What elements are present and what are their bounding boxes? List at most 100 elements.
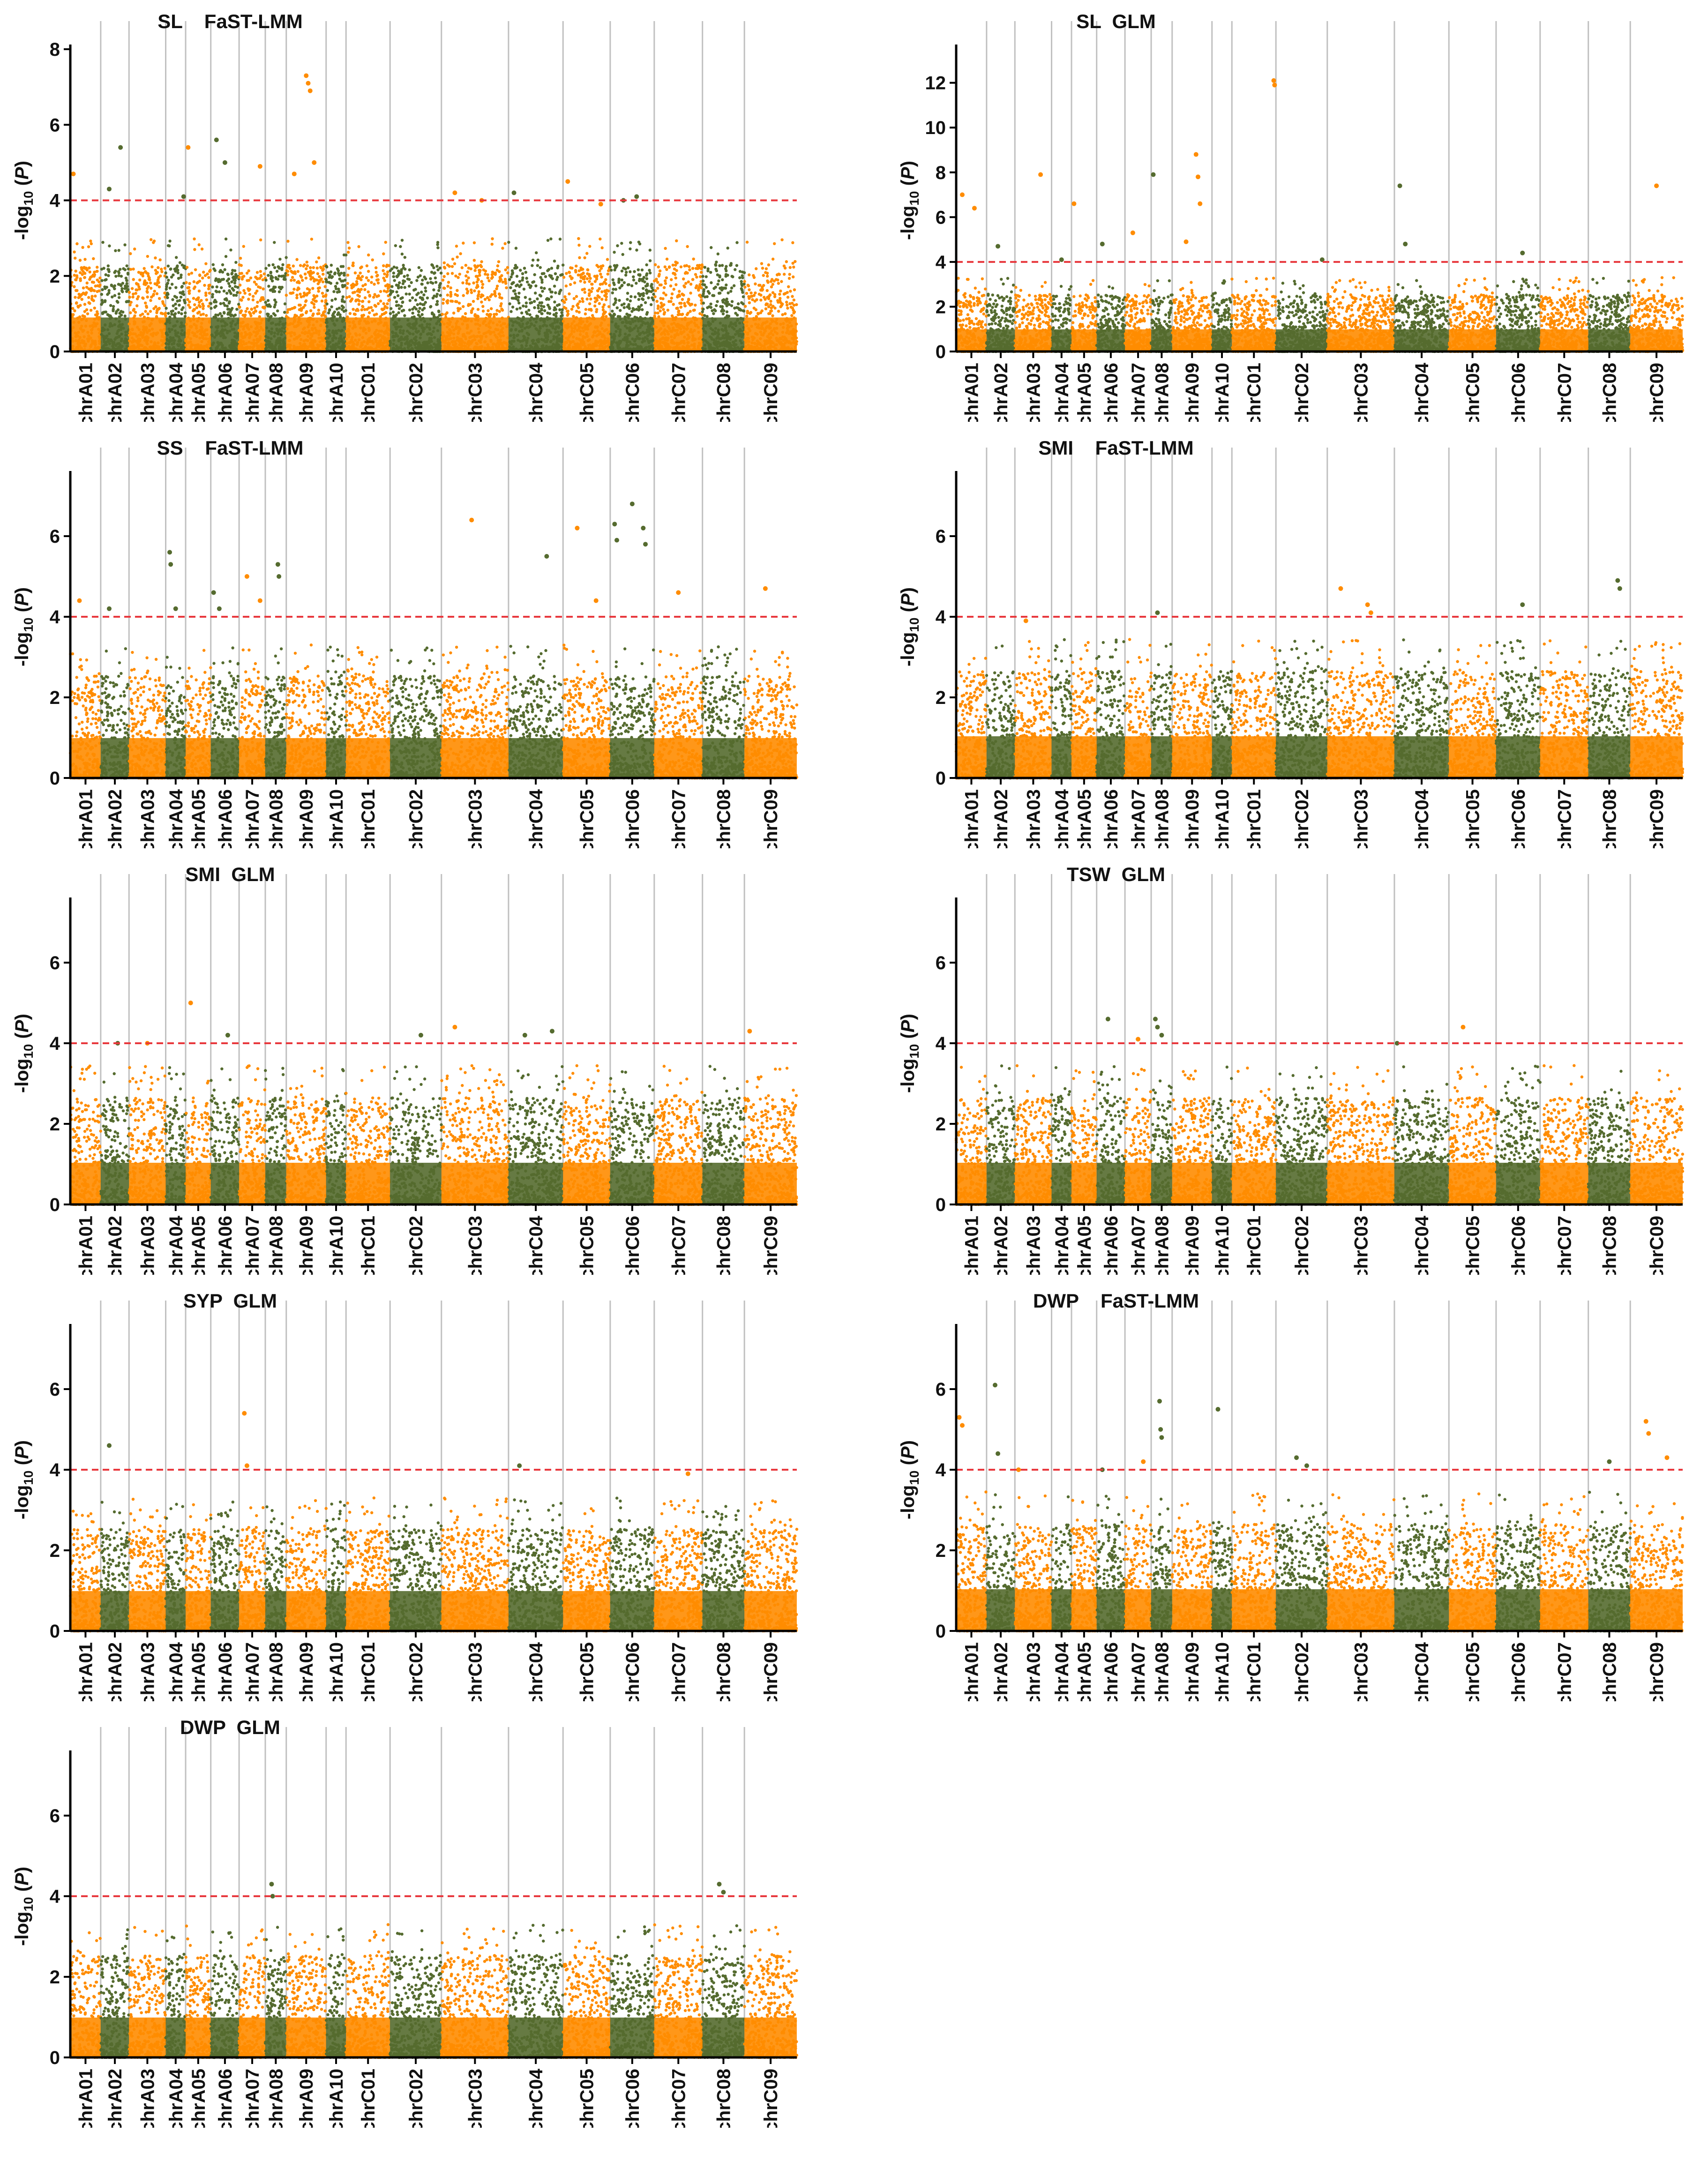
peak-point-chrc04	[1394, 1041, 1400, 1046]
peak-point-chra01	[71, 172, 76, 177]
chromosome-label-chrc05: chrC05	[577, 1642, 598, 1701]
peak-point-chra09	[1193, 152, 1199, 157]
peak-point-chrc08	[1607, 1459, 1612, 1464]
chromosome-label-chrc03: chrC03	[465, 789, 486, 848]
peak-point-chra07	[257, 598, 262, 603]
peak-point-chrc03	[452, 190, 457, 195]
chromosome-label-chrc07: chrC07	[668, 2069, 689, 2128]
chromosome-label-chra03: chrA03	[137, 363, 158, 422]
chromosome-label-chrc06: chrC06	[622, 1642, 643, 1701]
chromosome-label-chrc09: chrC09	[761, 1642, 781, 1701]
chromosome-label-chra02: chrA02	[991, 1216, 1011, 1275]
peak-point-chrc06	[629, 501, 635, 507]
chromosome-label-chrc03: chrC03	[465, 1642, 486, 1701]
y-tick-label: 0	[936, 1195, 946, 1215]
panel-title: SS FaST-LMM	[157, 437, 304, 459]
chromosome-label-chra10: chrA10	[1212, 789, 1233, 848]
chromosome-label-chrc07: chrC07	[1554, 789, 1575, 848]
peak-point-chra07	[244, 574, 249, 579]
chromosome-label-chra07: chrA07	[1128, 363, 1149, 422]
peak-point-chrc07	[676, 590, 681, 595]
y-tick-label: 2	[936, 1540, 946, 1561]
chromosome-label-chrc05: chrC05	[1463, 1216, 1483, 1275]
panel-title: SL GLM	[1076, 10, 1156, 32]
peak-point-chrc09	[1654, 183, 1659, 188]
peak-point-chrc01	[1272, 82, 1277, 88]
peak-point-chra02	[106, 606, 112, 611]
chromosome-label-chrc07: chrC07	[668, 1642, 689, 1701]
chromosome-label-chrc05: chrC05	[1463, 363, 1483, 422]
y-tick-label: 4	[936, 252, 946, 273]
peak-point-chrc05	[598, 202, 603, 207]
chromosome-label-chra02: chrA02	[105, 363, 126, 422]
panel-title: SMI FaST-LMM	[1038, 437, 1193, 459]
chromosome-label-chra05: chrA05	[1074, 1216, 1095, 1275]
chromosome-label-chra05: chrA05	[188, 1216, 209, 1275]
peak-point-chra09	[304, 73, 309, 78]
y-tick-label: 0	[50, 768, 60, 789]
chromosome-label-chrc04: chrC04	[526, 2068, 547, 2128]
peak-point-chra06	[222, 160, 227, 165]
peak-point-chra03	[1016, 1467, 1021, 1472]
peak-point-chrc09	[1646, 1431, 1651, 1436]
peak-point-chrc04	[517, 1463, 522, 1468]
peak-point-chra02	[106, 1443, 112, 1448]
chromosome-label-chra01: chrA01	[75, 789, 96, 848]
y-axis-label: -log10 (P)	[898, 161, 921, 240]
y-tick-label: 6	[50, 526, 60, 547]
chromosome-label-chrc08: chrC08	[713, 1642, 734, 1701]
chromosome-label-chrc08: chrC08	[1599, 1216, 1620, 1275]
chromosome-label-chra03: chrA03	[1023, 1216, 1044, 1275]
chromosome-label-chrc03: chrC03	[1351, 363, 1371, 422]
chromosome-label-chrc01: chrC01	[1244, 1642, 1265, 1701]
y-tick-label: 0	[936, 342, 946, 362]
y-tick-label: 2	[936, 297, 946, 317]
peak-point-chra09	[307, 88, 313, 93]
snp-cloud	[955, 276, 1685, 353]
y-tick-label: 6	[936, 1379, 946, 1400]
chromosome-label-chrc05: chrC05	[577, 1216, 598, 1275]
chromosome-label-chrc04: chrC04	[1412, 789, 1432, 848]
chromosome-label-chrc06: chrC06	[1508, 1642, 1529, 1701]
chromosome-label-chra08: chrA08	[266, 789, 286, 848]
chromosome-label-chra09: chrA09	[1182, 1642, 1203, 1701]
y-tick-label: 0	[50, 1621, 60, 1642]
chromosome-label-chra08: chrA08	[1152, 363, 1172, 422]
chromosome-label-chra06: chrA06	[215, 789, 236, 848]
peak-point-chrc04	[544, 554, 549, 559]
chromosome-label-chra08: chrA08	[266, 2069, 286, 2128]
chromosome-label-chrc01: chrC01	[358, 1216, 379, 1275]
chromosome-label-chrc04: chrC04	[1412, 1215, 1432, 1275]
chromosome-label-chrc01: chrC01	[1244, 1216, 1265, 1275]
peak-point-chrc03	[452, 1024, 457, 1030]
chromosome-label-chra07: chrA07	[242, 363, 263, 422]
y-tick-label: 6	[936, 953, 946, 973]
manhattan-panel-3: 0 2 4 6 chrA01 chrA02 chrA03 chrA04 chrA05 chrA06…	[12, 437, 799, 848]
chromosome-label-chrc06: chrC06	[622, 789, 643, 848]
chromosome-label-chra10: chrA10	[326, 1216, 347, 1275]
chromosome-label-chrc06: chrC06	[1508, 1216, 1529, 1275]
snp-cloud	[68, 643, 799, 780]
snp-cloud	[954, 1064, 1685, 1206]
peak-point-chra02	[106, 187, 112, 192]
chromosome-label-chra01: chrA01	[961, 1642, 982, 1701]
y-axis-label: -log10 (P)	[12, 1014, 36, 1093]
chromosome-label-chrc01: chrC01	[358, 1642, 379, 1701]
chromosome-label-chra03: chrA03	[137, 2069, 158, 2128]
chromosome-label-chrc06: chrC06	[622, 2069, 643, 2128]
chromosome-label-chra08: chrA08	[1152, 789, 1172, 848]
snp-cloud	[69, 237, 799, 353]
peak-point-chra06	[214, 137, 219, 142]
peak-point-chrc06	[1520, 602, 1525, 607]
peak-point-chra05	[188, 1001, 193, 1005]
chromosome-label-chra05: chrA05	[188, 2069, 209, 2128]
peak-point-chrc09	[1643, 1419, 1648, 1424]
chromosome-label-chrc04: chrC04	[1412, 1642, 1432, 1701]
peak-point-chrc03	[1338, 586, 1343, 591]
peak-point-chra04	[167, 550, 172, 555]
chromosome-label-chra03: chrA03	[137, 1216, 158, 1275]
peak-point-chra08	[277, 574, 282, 579]
chromosome-label-chra05: chrA05	[1074, 789, 1095, 848]
panel-title: TSW GLM	[1067, 863, 1165, 885]
